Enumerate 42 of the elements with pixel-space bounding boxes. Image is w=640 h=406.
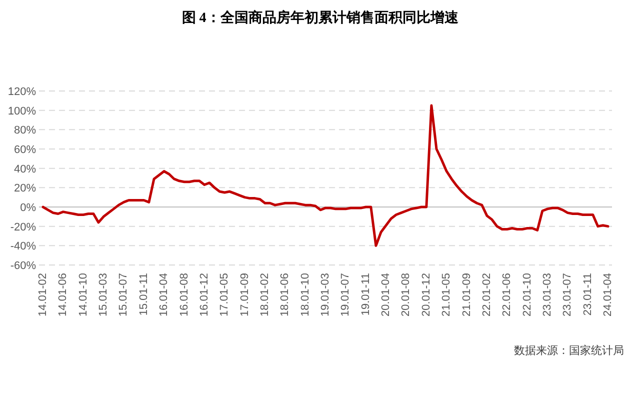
- x-tick-label: 19.01-11: [360, 273, 372, 316]
- x-tick-label: 22.01-10: [521, 273, 534, 316]
- x-tick-label: 16.01-04: [158, 273, 170, 316]
- y-tick-label: 80%: [14, 124, 36, 137]
- chart-title: 图 4：全国商品房年初累计销售面积同比增速: [182, 9, 460, 26]
- source-note: 数据来源：国家统计局: [514, 344, 624, 357]
- x-tick-label: 19.01-07: [340, 273, 352, 316]
- x-tick-label: 15.01-03: [98, 273, 110, 316]
- x-tick-label: 22.01-06: [501, 273, 514, 316]
- x-tick-label: 20.01-12: [420, 273, 432, 316]
- x-tick-label: 20.01-04: [380, 273, 392, 316]
- x-tick-label: 15.01-11: [138, 273, 150, 316]
- x-tick-label: 24.01-04: [602, 273, 614, 316]
- x-tick-label: 22.01-02: [480, 273, 493, 316]
- x-tick-label: 16.01-08: [178, 273, 190, 316]
- x-tick-label: 23.01-03: [541, 273, 554, 316]
- x-tick-label: 21.01-05: [440, 273, 453, 316]
- y-tick-label: 100%: [8, 105, 36, 118]
- x-tick-label: 21.01-09: [460, 273, 473, 316]
- x-tick-label: 17.01-05: [218, 273, 231, 316]
- y-tick-label: -40%: [10, 240, 36, 253]
- y-tick-label: -20%: [10, 221, 36, 234]
- x-tick-label: 23.01-07: [562, 273, 574, 316]
- x-tick-label: 18.01-02: [258, 273, 271, 316]
- x-tick-label: 17.01-09: [238, 273, 251, 316]
- x-tick-label: 14.01-02: [37, 273, 49, 316]
- x-tick-label: 19.01-03: [320, 273, 332, 316]
- y-tick-label: 20%: [14, 182, 36, 195]
- x-tick-label: 14.01-06: [57, 273, 70, 316]
- x-tick-label: 20.01-08: [400, 273, 412, 316]
- x-tick-label: 14.01-10: [77, 273, 90, 316]
- x-tick-label: 16.01-12: [198, 273, 210, 316]
- x-tick-label: 15.01-07: [118, 273, 130, 316]
- y-tick-label: 40%: [14, 163, 36, 176]
- x-tick-label: 18.01-10: [299, 273, 312, 316]
- x-tick-label: 18.01-06: [279, 273, 292, 316]
- line-series: [42, 104, 610, 247]
- y-tick-label: 120%: [8, 86, 36, 98]
- x-tick-label: 23.01-11: [582, 273, 594, 316]
- y-tick-label: 0%: [20, 202, 36, 214]
- y-tick-label: 60%: [14, 144, 36, 156]
- y-tick-label: -60%: [10, 260, 36, 272]
